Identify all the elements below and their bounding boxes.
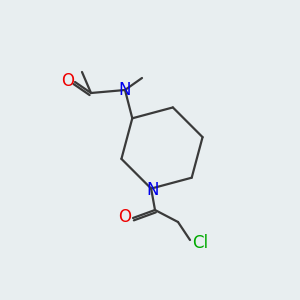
Text: O: O xyxy=(118,208,131,226)
Text: O: O xyxy=(61,72,74,90)
Text: N: N xyxy=(146,181,158,199)
Text: Cl: Cl xyxy=(192,234,208,252)
Text: N: N xyxy=(119,81,131,99)
